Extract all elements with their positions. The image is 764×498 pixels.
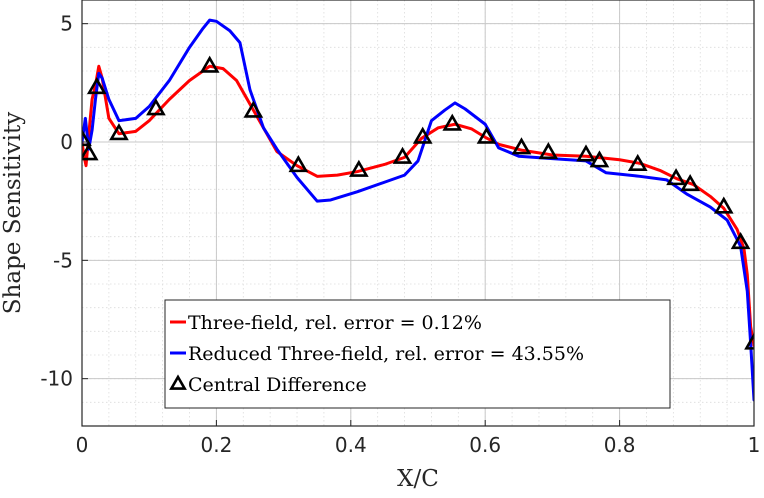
central-difference-marker [392, 146, 413, 164]
central-difference-marker [199, 55, 220, 73]
central-difference-marker [744, 332, 754, 350]
legend-label: Reduced Three-field, rel. error = 43.55% [188, 343, 584, 365]
x-axis-title: X/C [397, 466, 439, 492]
x-tick-label: 1 [748, 433, 761, 457]
central-difference-marker [713, 196, 734, 214]
central-difference-marker [82, 143, 99, 161]
x-tick-label: 0.8 [604, 433, 636, 457]
x-tick-labels: 0 0.2 0.4 0.6 0.8 1 [76, 420, 761, 457]
central-difference-marker [476, 126, 497, 144]
legend-swatch-triangle [169, 374, 187, 390]
y-tick-label: -5 [53, 248, 73, 272]
central-difference-marker [349, 159, 369, 177]
x-tick-label: 0.2 [200, 433, 232, 457]
central-difference-marker [627, 153, 648, 171]
x-tick-label: 0.6 [469, 433, 501, 457]
central-difference-marker [288, 155, 309, 173]
central-difference-marker [666, 168, 686, 186]
legend-label: Three-field, rel. error = 0.12% [188, 312, 482, 334]
plot-frame [81, 0, 755, 427]
legend: Three-field, rel. error = 0.12% Reduced T… [164, 299, 671, 409]
series-line-1 [82, 18, 754, 402]
legend-label: Central Difference [188, 374, 367, 396]
central-difference-marker [730, 231, 751, 250]
y-tick-label: 0 [60, 130, 73, 154]
x-tick-label: 0 [76, 433, 89, 457]
series-line-0 [82, 64, 754, 348]
central-difference-marker [146, 98, 166, 116]
central-difference-marker [442, 113, 463, 131]
central-difference-marker [412, 126, 433, 144]
central-difference-marker [589, 150, 610, 168]
central-difference-marker [680, 173, 701, 192]
legend-box [164, 299, 671, 409]
central-difference-marker [576, 144, 596, 162]
central-difference-marker [86, 76, 107, 95]
y-tick-label: -10 [40, 367, 73, 391]
central-difference-marker [538, 142, 559, 160]
central-difference-marker [243, 100, 264, 118]
central-difference-marker [109, 123, 129, 141]
central-difference-marker [511, 137, 532, 155]
y-tick-labels: 5 0 -5 -10 [40, 12, 88, 391]
x-tick-label: 0.4 [335, 433, 367, 457]
y-tick-label: 5 [60, 12, 73, 36]
series-layer [82, 18, 754, 402]
central-difference-marker [82, 129, 92, 147]
y-axis-title: Shape Sensitivity [0, 112, 26, 314]
